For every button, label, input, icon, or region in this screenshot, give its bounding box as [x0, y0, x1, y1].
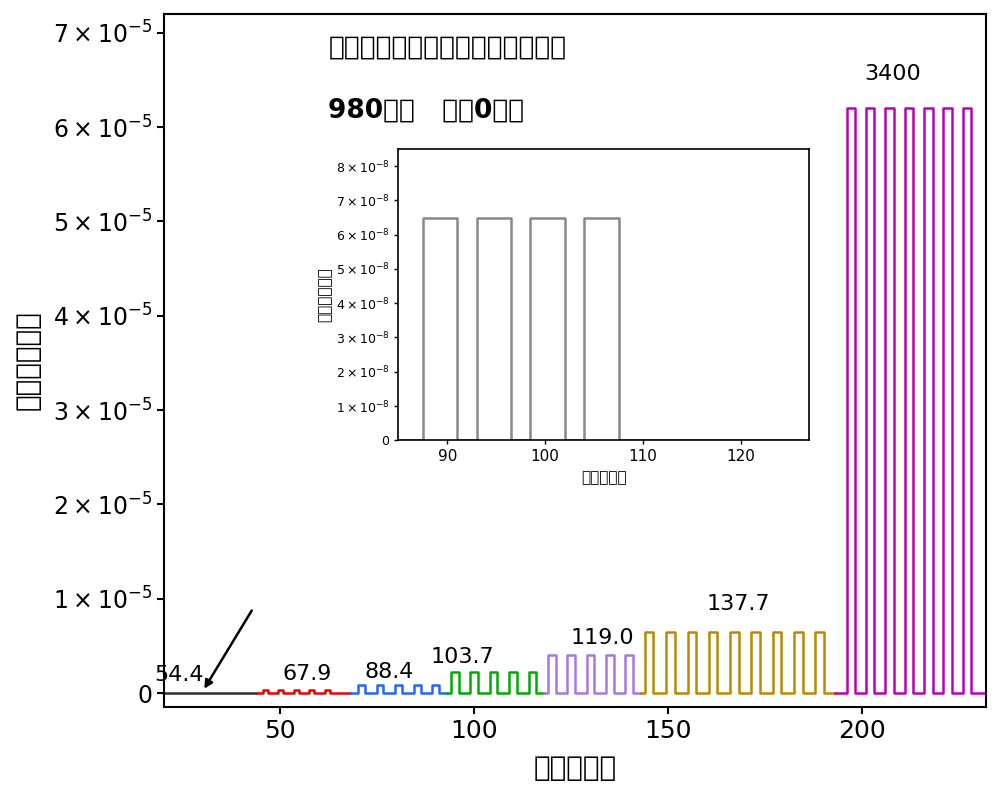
- Text: 3400: 3400: [865, 64, 921, 84]
- X-axis label: 时间（秒）: 时间（秒）: [533, 754, 617, 782]
- Text: 980纳米   偏压0伏特: 980纳米 偏压0伏特: [328, 97, 525, 123]
- Text: 103.7: 103.7: [431, 647, 494, 667]
- Y-axis label: 电流（安培）: 电流（安培）: [14, 310, 42, 411]
- Text: 88.4: 88.4: [364, 662, 414, 682]
- Text: 119.0: 119.0: [570, 628, 634, 648]
- Text: 光功率密度单位：微瓦每平方厘米: 光功率密度单位：微瓦每平方厘米: [328, 35, 567, 60]
- Text: 54.4: 54.4: [155, 665, 204, 685]
- Text: 67.9: 67.9: [283, 664, 332, 684]
- Text: 137.7: 137.7: [706, 594, 770, 614]
